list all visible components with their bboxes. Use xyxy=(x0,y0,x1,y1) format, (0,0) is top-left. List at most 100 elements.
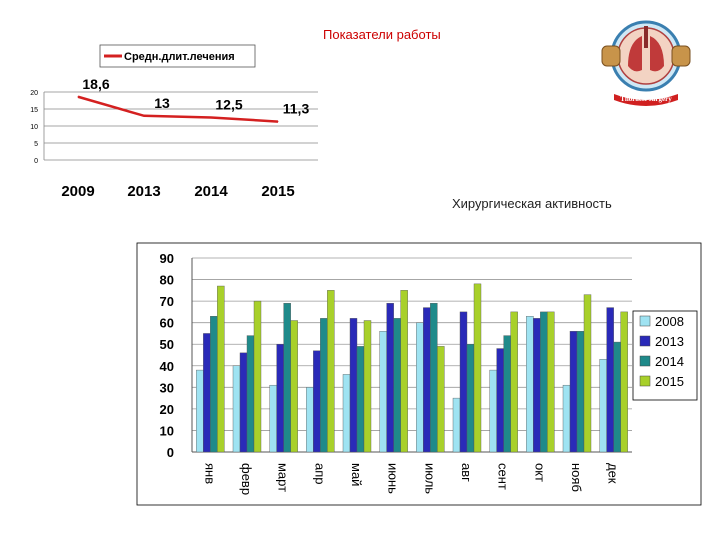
bar-2008-9 xyxy=(526,316,534,453)
bar-x-tick-label: дек xyxy=(606,463,621,484)
bar-x-tick-label: апр xyxy=(312,463,327,485)
line-y-tick-label: 10 xyxy=(30,124,38,131)
bar-y-tick-label: 0 xyxy=(167,445,174,460)
line-point xyxy=(143,115,145,117)
bar-y-tick-label: 90 xyxy=(160,251,174,266)
bar-legend: 2008 2013 2014 2015 xyxy=(632,310,698,401)
line-point xyxy=(77,96,79,98)
bar-2014-7 xyxy=(466,344,475,453)
line-legend-label: Средн.длит.лечения xyxy=(124,51,235,63)
bar-x-tick-label: март xyxy=(276,463,291,492)
bar-x-tick-label: сент xyxy=(496,463,511,490)
bar-2014-0 xyxy=(210,316,218,453)
bar-2013-2 xyxy=(276,344,284,453)
bar-legend-swatch xyxy=(639,315,651,327)
page-title: Показатели работы xyxy=(323,27,441,42)
bar-x-tick-label: июль xyxy=(422,463,437,494)
bar-2014-6 xyxy=(430,303,438,453)
bar-x-tick-label: окт xyxy=(532,463,547,482)
bar-2014-3 xyxy=(320,318,328,453)
bar-x-tick-label: май xyxy=(349,463,364,486)
bar-2013-5 xyxy=(386,303,394,453)
bar-2015-7 xyxy=(473,283,482,453)
bar-2014-1 xyxy=(246,335,255,453)
bar-legend-label: 2008 xyxy=(655,314,684,329)
bar-2008-1 xyxy=(232,365,241,453)
bar-legend-label: 2014 xyxy=(655,354,684,369)
bar-2015-5 xyxy=(400,290,408,453)
bar-2013-10 xyxy=(569,331,578,453)
bar-2008-4 xyxy=(342,374,351,453)
line-legend: Средн.длит.лечения xyxy=(99,44,256,68)
bar-2015-11 xyxy=(620,311,628,453)
bar-2013-6 xyxy=(423,307,431,453)
bar-2013-3 xyxy=(313,350,321,453)
bar-2014-8 xyxy=(503,335,511,453)
line-data-label: 12,5 xyxy=(215,97,242,113)
bar-x-tick-label: авг xyxy=(459,463,474,482)
lungs-icon: Thoracic surgery xyxy=(601,20,691,106)
bar-2013-4 xyxy=(349,318,358,453)
bar-2014-10 xyxy=(576,331,585,453)
line-x-tick-label: 2014 xyxy=(194,183,228,200)
bar-2008-2 xyxy=(269,384,277,453)
line-point xyxy=(210,117,212,118)
line-x-tick-label: 2013 xyxy=(127,183,160,200)
bar-x-tick-label: янв xyxy=(202,463,217,484)
bar-2008-11 xyxy=(599,359,607,453)
bar-y-tick-label: 70 xyxy=(160,294,174,309)
logo-bottom-text: Thoracic surgery xyxy=(620,95,672,103)
line-y-tick-label: 15 xyxy=(30,107,38,114)
bar-2014-5 xyxy=(393,318,401,453)
bar-legend-swatch xyxy=(639,375,651,387)
bar-2008-0 xyxy=(196,369,204,453)
line-data-label: 18,6 xyxy=(82,76,109,92)
bar-2015-4 xyxy=(363,320,372,453)
bar-2008-5 xyxy=(379,331,387,453)
bar-2015-8 xyxy=(510,311,518,453)
bar-2008-8 xyxy=(489,369,497,453)
line-y-tick-label: 20 xyxy=(30,90,38,97)
bar-legend-swatch xyxy=(639,355,651,367)
line-legend-box xyxy=(99,44,256,68)
bar-2013-0 xyxy=(203,333,211,453)
bar-y-tick-label: 50 xyxy=(160,337,174,352)
bar-2015-2 xyxy=(290,320,298,453)
bar-2013-11 xyxy=(606,307,614,453)
bar-2014-4 xyxy=(356,346,365,453)
bar-2008-3 xyxy=(306,387,314,453)
bar-2008-7 xyxy=(452,397,461,453)
bar-y-tick-label: 10 xyxy=(160,423,174,438)
line-data-label: 11,3 xyxy=(283,101,310,117)
bar-chart-frame xyxy=(136,242,702,506)
bar-2014-11 xyxy=(613,341,621,453)
line-y-tick-label: 5 xyxy=(34,141,38,148)
line-x-tick-label: 2015 xyxy=(261,183,294,200)
bar-2013-1 xyxy=(239,352,248,453)
bar-y-tick-label: 20 xyxy=(160,402,174,417)
bar-2015-1 xyxy=(253,300,262,453)
bar-2015-3 xyxy=(327,290,335,453)
thoracic-surgery-logo: Thoracic surgery xyxy=(598,8,694,108)
line-data-label: 13 xyxy=(154,95,170,111)
line-point xyxy=(277,121,279,123)
chart-subtitle: Хирургическая активность xyxy=(452,196,612,211)
bar-2013-8 xyxy=(496,348,504,453)
bar-2015-6 xyxy=(437,346,445,453)
bar-2013-7 xyxy=(459,311,468,453)
bar-2015-9 xyxy=(547,311,555,453)
bar-legend-swatch xyxy=(639,335,651,347)
bar-x-tick-label: июнь xyxy=(386,463,401,494)
bar-x-tick-label: февр xyxy=(239,463,254,495)
bar-y-tick-label: 30 xyxy=(160,380,174,395)
line-y-tick-label: 0 xyxy=(34,158,38,165)
bar-2014-9 xyxy=(540,311,548,453)
bar-legend-label: 2015 xyxy=(655,374,684,389)
bar-y-tick-label: 60 xyxy=(160,316,174,331)
bar-2008-6 xyxy=(416,322,424,453)
line-series-duration xyxy=(77,95,279,123)
bar-2015-10 xyxy=(583,294,592,453)
bar-2015-0 xyxy=(217,285,225,453)
